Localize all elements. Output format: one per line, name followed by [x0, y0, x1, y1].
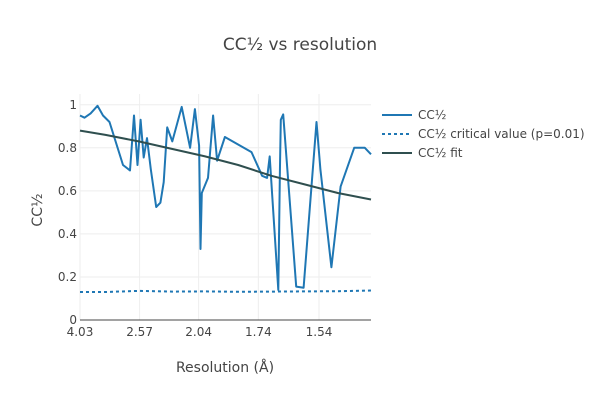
- y-tick-label: 0.4: [58, 227, 77, 241]
- y-tick-label: 1: [69, 98, 77, 112]
- series-layer: [79, 104, 372, 293]
- tick-labels: 4.03 2.57 2.04 1.74 1.54 0 0.2 0.4 0.6 0.8 1: [58, 98, 332, 339]
- x-axis-title: Resolution (Å): [176, 359, 274, 376]
- fit-line: [79, 129, 372, 201]
- y-tick-label: 0.2: [58, 270, 77, 284]
- x-tick-label: 2.57: [126, 325, 153, 339]
- x-tick-label: 1.54: [306, 325, 333, 339]
- x-tick-label: 1.74: [245, 325, 272, 339]
- legend-item-fit[interactable]: CC½ fit: [382, 146, 463, 160]
- legend-item-critical-value[interactable]: CC½ critical value (p=0.01): [382, 127, 585, 141]
- legend-label-fit: CC½ fit: [418, 146, 463, 160]
- x-tick-label: 4.03: [67, 325, 94, 339]
- x-tick-label: 2.04: [185, 325, 212, 339]
- legend-label-cc-half: CC½: [418, 108, 446, 122]
- chart-title: CC½ vs resolution: [223, 35, 377, 55]
- critical-value-line: [80, 289, 372, 293]
- cc-half-line: [79, 104, 372, 291]
- y-tick-label: 0.8: [58, 141, 77, 155]
- y-tick-label: 0.6: [58, 184, 77, 198]
- y-axis-title: CC½: [30, 193, 46, 226]
- legend[interactable]: CC½ CC½ critical value (p=0.01) CC½ fit: [382, 108, 585, 160]
- legend-item-cc-half[interactable]: CC½: [382, 108, 446, 122]
- legend-label-critical-value: CC½ critical value (p=0.01): [418, 127, 585, 141]
- y-tick-label: 0: [69, 313, 77, 327]
